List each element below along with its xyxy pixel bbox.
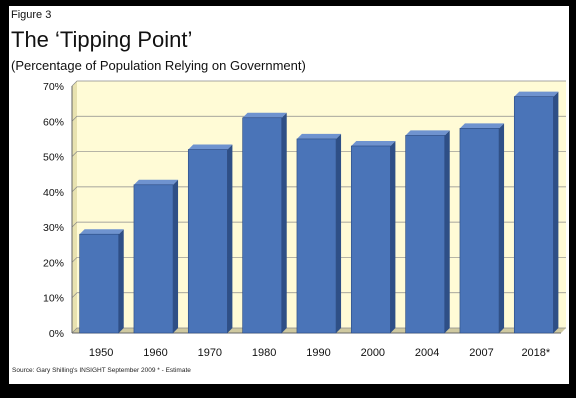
gridline [71,221,566,228]
x-tick-label: 1960 [143,347,167,359]
plot-side-wall [72,81,77,333]
bar [459,128,500,334]
bar-top [242,112,287,118]
y-tick-label: 50% [43,152,64,164]
y-tick-label: 0% [49,328,64,340]
bar-top [351,140,396,146]
bar-top [459,123,505,129]
x-tick-label: 1950 [89,347,113,359]
x-tick-label: 2007 [469,347,493,359]
bar-side [444,130,450,333]
bar-side [173,179,179,333]
source-note: Source: Gary Shilling's INSIGHT Septembe… [12,367,191,374]
bottom-border [0,384,576,398]
y-tick-label: 10% [43,293,64,305]
bar [405,135,446,334]
bar-top [296,133,342,139]
y-tick-label: 20% [43,257,64,269]
gridline [71,186,566,193]
chart-subtitle: (Percentage of Population Relying on Gov… [11,58,306,73]
bar-top [188,144,233,150]
bar [79,233,120,334]
bar-side [553,91,559,333]
y-tick-label: 40% [43,187,64,199]
bar [242,117,283,334]
x-tick-label: 2018* [521,347,550,359]
x-tick-label: 1980 [252,347,276,359]
gridline [71,327,566,334]
bar-side [227,144,233,333]
bar-side [499,123,505,333]
gridline [71,115,566,122]
bar-side [390,140,396,333]
bar-top [79,229,124,235]
y-tick-label: 70% [43,81,64,93]
bar [513,96,554,334]
x-tick-label: 2004 [415,347,439,359]
x-tick-label: 2000 [361,347,385,359]
bar [187,149,228,334]
bar [350,145,391,334]
y-tick-label: 60% [43,116,64,128]
bar-side [281,112,287,333]
bar [133,184,174,334]
bar [296,138,337,334]
chart-title: The ‘Tipping Point’ [11,27,193,52]
bar-top [133,179,179,185]
bar-side [118,229,124,333]
gridline [71,292,566,298]
gridline [71,80,566,87]
bar-top [405,130,450,136]
gridline [71,151,566,157]
figure-label: Figure 3 [11,9,52,21]
bar-side [336,133,342,333]
gridline [71,257,566,263]
x-tick-label: 1970 [198,347,222,359]
bar-top [514,91,559,97]
y-tick-label: 30% [43,222,64,234]
x-tick-label: 1990 [306,347,330,359]
